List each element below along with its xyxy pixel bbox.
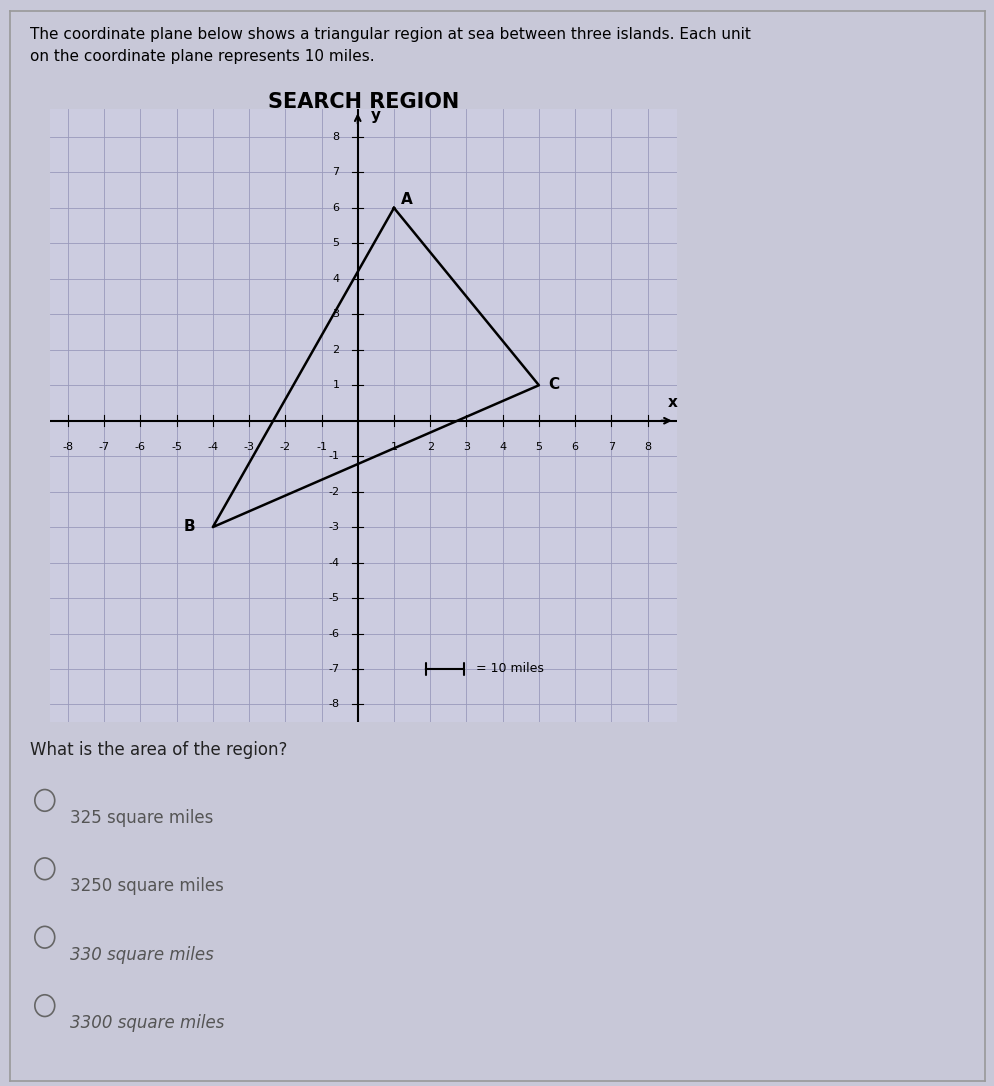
- Text: A: A: [401, 192, 413, 207]
- Text: 5: 5: [535, 442, 542, 452]
- Text: 5: 5: [332, 238, 339, 249]
- Text: -4: -4: [328, 557, 339, 568]
- Text: y: y: [371, 109, 381, 123]
- Text: -6: -6: [328, 629, 339, 639]
- Text: -4: -4: [207, 442, 218, 452]
- Text: = 10 miles: = 10 miles: [475, 662, 543, 675]
- Text: -6: -6: [135, 442, 146, 452]
- Text: 330 square miles: 330 square miles: [70, 946, 213, 964]
- Text: -7: -7: [328, 664, 339, 674]
- Text: -8: -8: [63, 442, 74, 452]
- Text: -3: -3: [328, 522, 339, 532]
- Text: 6: 6: [332, 203, 339, 213]
- Text: 2: 2: [426, 442, 433, 452]
- Text: 8: 8: [332, 132, 339, 142]
- Text: 2: 2: [332, 344, 339, 355]
- Text: 1: 1: [332, 380, 339, 390]
- Text: -8: -8: [328, 699, 339, 709]
- Text: -1: -1: [328, 451, 339, 462]
- Text: -2: -2: [279, 442, 290, 452]
- Text: B: B: [184, 519, 195, 533]
- Text: x: x: [667, 395, 677, 411]
- Text: -5: -5: [328, 593, 339, 603]
- Text: 3: 3: [332, 310, 339, 319]
- Text: 325 square miles: 325 square miles: [70, 809, 213, 828]
- Text: 7: 7: [607, 442, 614, 452]
- Text: 4: 4: [332, 274, 339, 283]
- Text: 3300 square miles: 3300 square miles: [70, 1014, 224, 1033]
- Text: 4: 4: [499, 442, 506, 452]
- Text: 6: 6: [572, 442, 579, 452]
- Text: 1: 1: [390, 442, 397, 452]
- Text: -1: -1: [316, 442, 327, 452]
- Text: 7: 7: [332, 167, 339, 177]
- Text: The coordinate plane below shows a triangular region at sea between three island: The coordinate plane below shows a trian…: [30, 27, 749, 42]
- Text: -3: -3: [244, 442, 254, 452]
- Text: on the coordinate plane represents 10 miles.: on the coordinate plane represents 10 mi…: [30, 49, 374, 64]
- Text: -5: -5: [171, 442, 182, 452]
- Text: C: C: [548, 377, 559, 392]
- Text: 3: 3: [462, 442, 469, 452]
- Text: -7: -7: [98, 442, 109, 452]
- Text: SEARCH REGION: SEARCH REGION: [267, 92, 458, 112]
- Text: -2: -2: [328, 487, 339, 496]
- Text: 3250 square miles: 3250 square miles: [70, 877, 224, 896]
- Text: What is the area of the region?: What is the area of the region?: [30, 741, 287, 759]
- Text: 8: 8: [643, 442, 650, 452]
